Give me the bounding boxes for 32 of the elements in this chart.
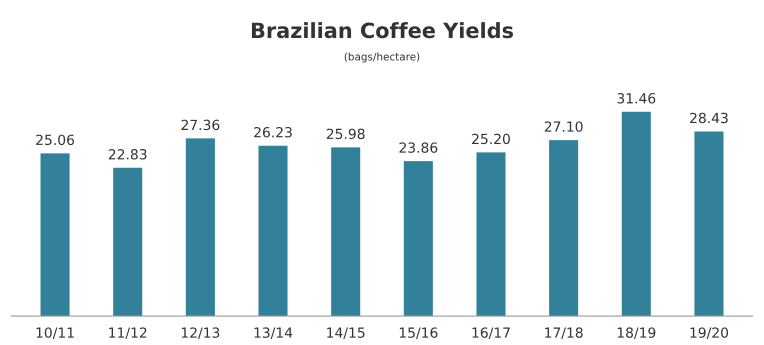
x-tick-label: 11/12 [109,327,146,339]
data-label: 26.23 [254,126,292,138]
bar [258,146,288,316]
x-tick-label: 19/20 [690,327,728,339]
x-tick-label: 16/17 [472,327,510,339]
x-tick-label: 13/14 [254,327,292,339]
bar [40,153,70,316]
data-label: 22.83 [108,149,146,160]
data-label: 31.46 [617,93,656,104]
data-label: 25.06 [36,134,74,146]
data-label: 28.43 [690,112,728,124]
x-tick-label: 14/15 [327,328,364,339]
data-label: 25.98 [326,128,365,140]
bar [404,161,433,316]
bar [331,147,360,316]
x-tick-label: 12/13 [182,327,220,339]
bar [186,138,215,316]
bar [476,152,506,316]
chart-subtitle: (bags/hectare) [344,52,420,63]
chart-title: Brazilian Coffee Yields [252,22,513,38]
data-label: 27.10 [544,121,583,132]
x-tick-label: 17/18 [545,327,583,339]
data-label: 23.86 [399,142,438,153]
bar [622,112,651,316]
x-tick-label: 10/11 [36,327,74,339]
bar [694,131,724,316]
x-tick-label: 15/16 [400,327,438,339]
bar [549,140,578,316]
data-label: 25.20 [472,134,510,144]
data-label: 27.36 [182,120,220,130]
bar [113,168,142,316]
x-tick-label: 18/19 [618,327,656,339]
